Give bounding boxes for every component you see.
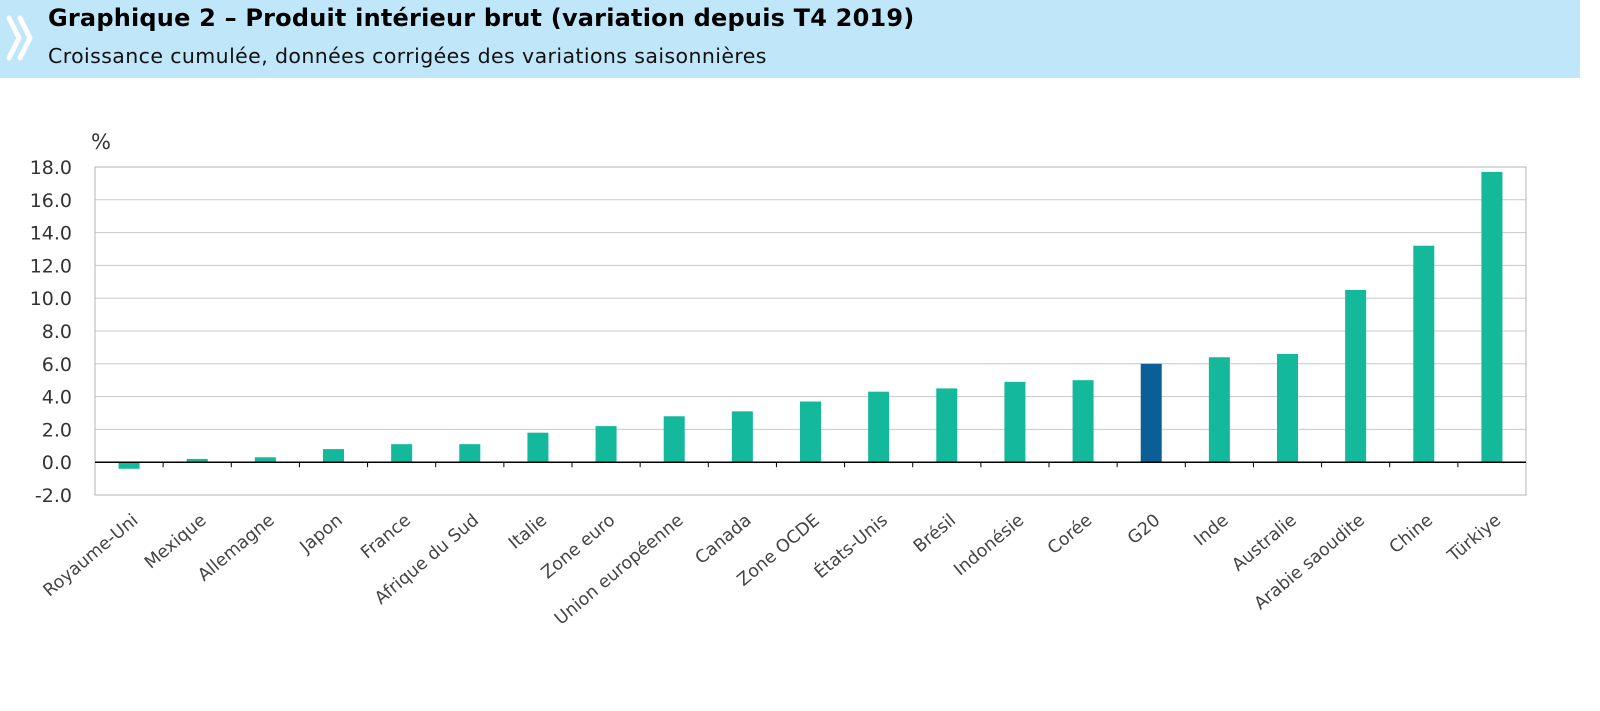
x-tick-label: Royaume-Uni: [40, 511, 143, 602]
y-tick-label: 8.0: [42, 321, 72, 343]
y-tick-label: 18.0: [30, 157, 72, 179]
bar-zone-ocde: [800, 401, 821, 463]
x-tick-label: Mexique: [141, 511, 210, 574]
y-tick-label: 14.0: [30, 223, 72, 245]
y-tick-label: -2.0: [35, 485, 72, 507]
y-tick-label: 4.0: [42, 387, 72, 409]
bar-union-europ-enne: [663, 416, 685, 463]
bar-royaume-uni: [118, 462, 140, 469]
bar-chine: [1413, 245, 1435, 463]
bar-zone-euro: [595, 426, 617, 463]
bar-arabie-saoudite: [1345, 290, 1367, 463]
bar-italie: [527, 432, 549, 463]
x-tick-label: Türkiye: [1443, 511, 1505, 567]
bar-t-rkiye: [1481, 171, 1503, 463]
y-tick-label: 0.0: [42, 452, 72, 474]
bar-cor-e: [1072, 380, 1094, 463]
y-unit-label: %: [91, 130, 111, 154]
x-tick-label: Japon: [296, 511, 347, 558]
y-tick-label: 12.0: [30, 255, 72, 277]
bar-canada: [731, 411, 753, 463]
x-tick-label: États-Unis: [810, 509, 892, 583]
bar-br-sil: [936, 388, 958, 463]
bar-france: [391, 444, 413, 463]
chart-subtitle: Croissance cumulée, données corrigées de…: [48, 44, 767, 68]
chart-title: Graphique 2 – Produit intérieur brut (va…: [48, 4, 915, 32]
x-tick-label: Canada: [692, 511, 756, 569]
x-tick-label: Italie: [505, 511, 551, 554]
bar-allemagne: [254, 457, 276, 463]
bar-japon: [323, 449, 344, 463]
chart-header: Graphique 2 – Produit intérieur brut (va…: [0, 0, 1580, 78]
x-tick-label: Inde: [1190, 511, 1232, 551]
x-tick-label: Indonésie: [950, 511, 1028, 581]
x-tick-label: G20: [1124, 511, 1164, 549]
bar-indon-sie: [1004, 381, 1026, 463]
bar-mexique: [186, 458, 208, 463]
bar--tats-unis: [868, 391, 890, 463]
y-tick-label: 10.0: [30, 288, 72, 310]
y-tick-label: 6.0: [42, 354, 72, 376]
plot-frame: [94, 166, 1527, 496]
bars: [118, 171, 1503, 469]
x-tick-label: Corée: [1044, 511, 1096, 559]
double-chevron-right-icon: [6, 15, 33, 61]
y-tick-labels: -2.0 0.0 2.0 4.0 6.0 8.0 10.0 12.0 14.0 16.0 18.0: [30, 157, 72, 507]
x-tick-label: Union européenne: [551, 511, 687, 630]
bar-chart: -2.00.02.04.06.08.010.012.014.016.018.0 …: [30, 130, 1527, 629]
x-tick-label: Chine: [1386, 511, 1437, 558]
bar-afrique-du-sud: [459, 444, 481, 463]
y-tick-label: 16.0: [30, 190, 72, 212]
bar-inde: [1208, 357, 1230, 463]
x-ticks: [162, 462, 1459, 468]
bar-australie: [1277, 353, 1298, 463]
x-tick-label: Brésil: [910, 511, 960, 557]
bar-g20: [1140, 363, 1162, 463]
x-tick-label: France: [357, 511, 414, 564]
y-tick-label: 2.0: [42, 419, 72, 441]
